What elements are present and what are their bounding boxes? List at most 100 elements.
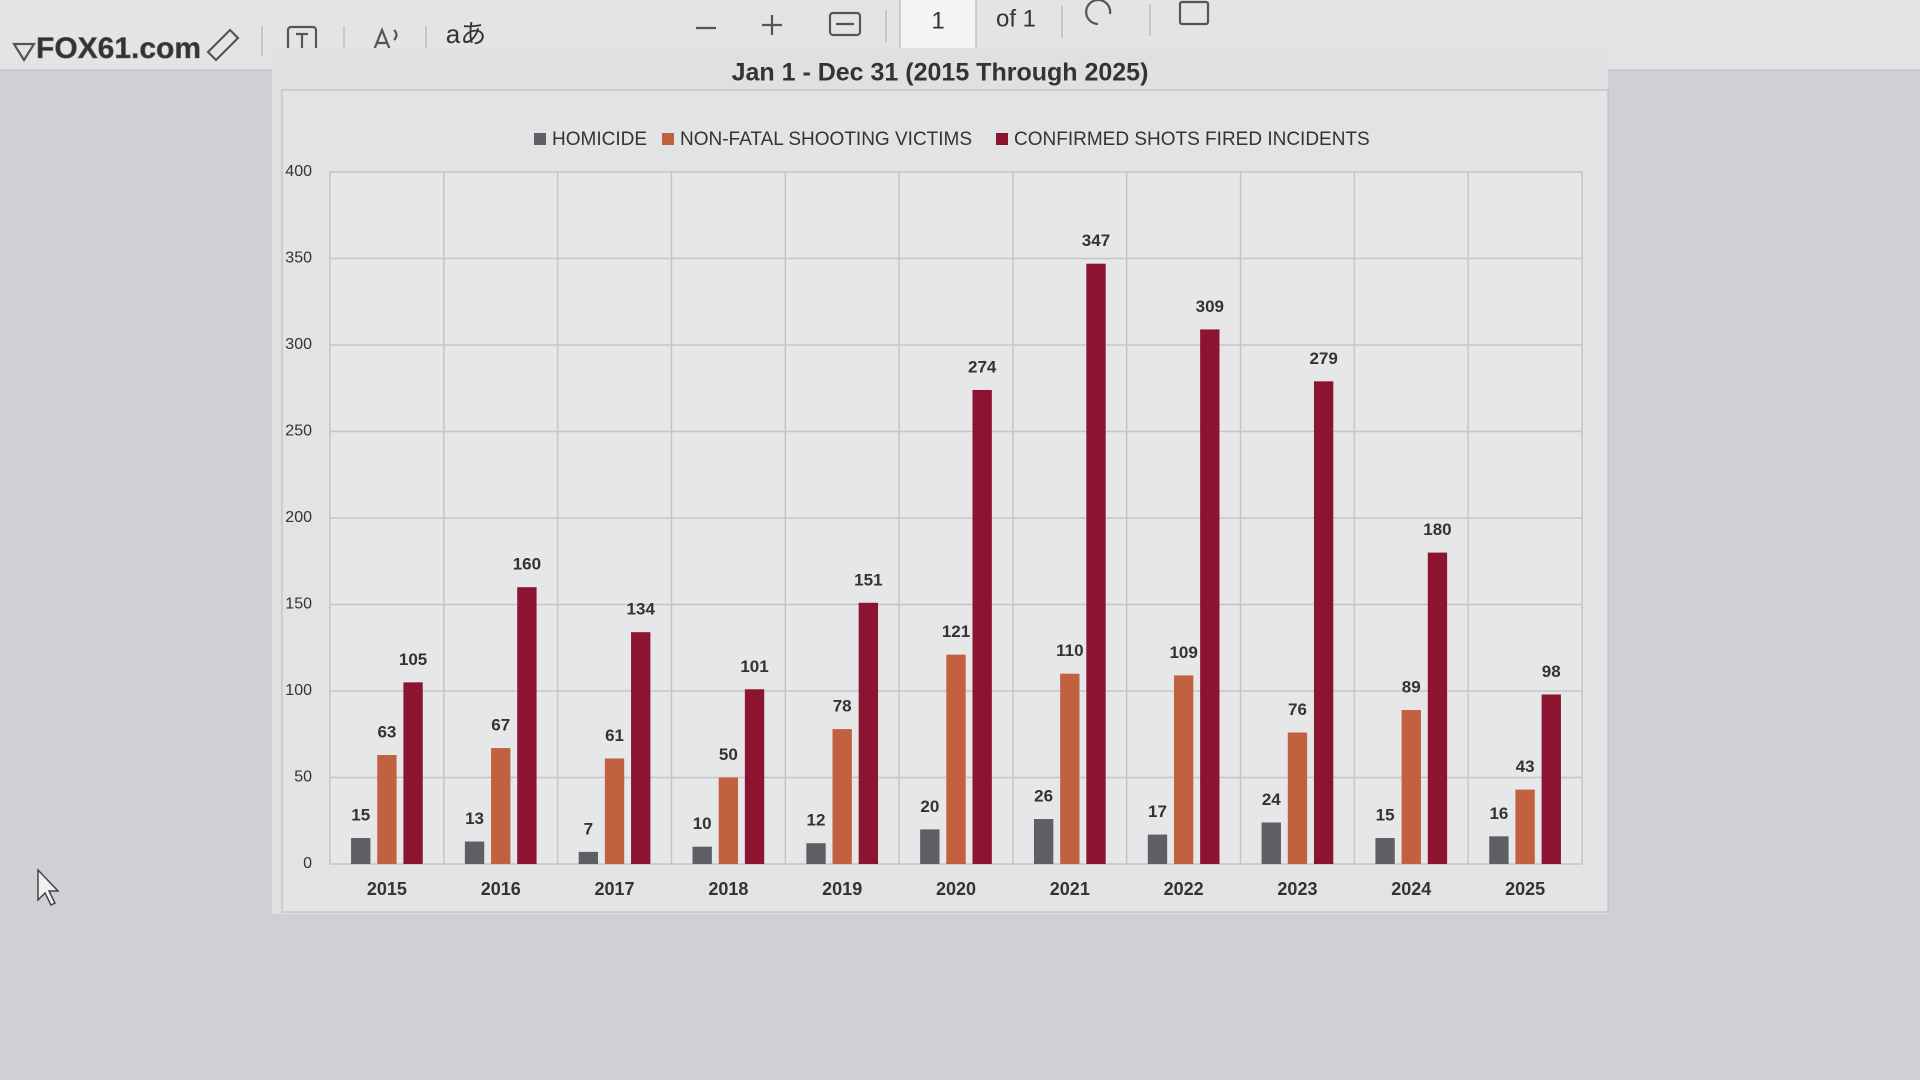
data-label: 110 bbox=[1056, 641, 1083, 660]
data-label: 89 bbox=[1402, 678, 1421, 697]
data-label: 76 bbox=[1288, 700, 1307, 719]
data-label: 26 bbox=[1034, 787, 1053, 806]
y-tick-label: 250 bbox=[285, 423, 312, 440]
page-number: 1 bbox=[931, 7, 944, 34]
y-tick-label: 400 bbox=[285, 163, 312, 180]
data-label: 105 bbox=[399, 650, 427, 669]
read-aloud-icon[interactable] bbox=[372, 27, 398, 51]
bar bbox=[578, 851, 599, 864]
data-label: 43 bbox=[1516, 757, 1535, 776]
bar bbox=[1313, 381, 1334, 864]
y-tick-label: 50 bbox=[294, 769, 312, 786]
bar bbox=[464, 841, 485, 864]
data-label: 24 bbox=[1262, 790, 1281, 809]
x-tick-label: 2020 bbox=[936, 879, 976, 899]
data-label: 67 bbox=[491, 716, 510, 735]
data-label: 15 bbox=[1376, 806, 1395, 825]
bar bbox=[1060, 673, 1080, 864]
bar bbox=[631, 632, 651, 864]
zoom-in-icon[interactable] bbox=[762, 15, 782, 35]
data-label: 274 bbox=[968, 357, 997, 376]
data-label: 13 bbox=[465, 809, 484, 828]
bar bbox=[1173, 675, 1194, 864]
bar bbox=[806, 843, 826, 864]
bar bbox=[1086, 263, 1106, 864]
legend-label: CONFIRMED SHOTS FIRED INCIDENTS bbox=[1014, 129, 1370, 150]
bar bbox=[1287, 732, 1308, 864]
data-label: 15 bbox=[351, 806, 370, 825]
x-tick-label: 2023 bbox=[1277, 879, 1317, 899]
bar bbox=[946, 654, 966, 864]
x-tick-label: 2025 bbox=[1505, 879, 1545, 899]
data-label: 279 bbox=[1309, 349, 1337, 368]
y-tick-label: 200 bbox=[285, 509, 312, 526]
data-label: 98 bbox=[1542, 662, 1561, 681]
page-total: of 1 bbox=[996, 5, 1036, 32]
x-tick-label: 2017 bbox=[595, 879, 635, 899]
bar bbox=[377, 755, 397, 864]
data-label: 151 bbox=[854, 570, 882, 589]
bar bbox=[351, 838, 371, 864]
data-label: 12 bbox=[807, 811, 826, 830]
page-view-icon[interactable] bbox=[1178, 0, 1210, 26]
bar bbox=[972, 389, 992, 864]
x-tick-label: 2015 bbox=[367, 879, 407, 899]
x-tick-label: 2018 bbox=[708, 879, 748, 899]
data-label: 17 bbox=[1148, 802, 1167, 821]
bar bbox=[491, 748, 511, 864]
legend-swatch bbox=[534, 133, 546, 145]
data-label: 20 bbox=[920, 797, 939, 816]
bar bbox=[1200, 329, 1220, 864]
watermark: FOX61.com bbox=[36, 32, 201, 65]
data-label: 180 bbox=[1423, 520, 1451, 539]
mouse-cursor bbox=[37, 868, 60, 907]
data-label: 101 bbox=[740, 657, 768, 676]
bar bbox=[1261, 822, 1281, 864]
translate-icon[interactable]: aあ bbox=[446, 19, 486, 49]
bar bbox=[1375, 838, 1395, 864]
bar bbox=[1401, 710, 1421, 864]
data-label: 160 bbox=[513, 555, 541, 574]
data-label: 309 bbox=[1196, 297, 1224, 316]
data-label: 134 bbox=[627, 600, 656, 619]
y-tick-label: 300 bbox=[285, 336, 312, 353]
bar bbox=[692, 846, 712, 864]
bar bbox=[604, 758, 625, 864]
bar bbox=[718, 777, 739, 864]
x-tick-label: 2022 bbox=[1164, 879, 1204, 899]
y-tick-label: 0 bbox=[303, 855, 312, 872]
bar bbox=[920, 829, 940, 864]
rotate-icon[interactable] bbox=[1085, 0, 1112, 26]
data-label: 10 bbox=[693, 814, 712, 833]
bar bbox=[1515, 789, 1535, 864]
bar bbox=[1147, 834, 1168, 864]
bar bbox=[858, 602, 879, 864]
data-label: 16 bbox=[1489, 804, 1508, 823]
data-label: 109 bbox=[1169, 643, 1197, 662]
bar bbox=[403, 682, 423, 864]
data-label: 7 bbox=[584, 819, 593, 838]
eraser-icon[interactable] bbox=[206, 28, 240, 62]
x-tick-label: 2021 bbox=[1050, 879, 1090, 899]
data-label: 50 bbox=[719, 745, 738, 764]
bar bbox=[1033, 819, 1054, 864]
text-tool-glyph bbox=[296, 32, 308, 49]
legend-label: HOMICIDE bbox=[552, 129, 647, 150]
y-tick-label: 150 bbox=[285, 596, 312, 613]
chart-title: Jan 1 - Dec 31 (2015 Through 2025) bbox=[732, 59, 1149, 87]
fit-width-icon[interactable] bbox=[828, 11, 862, 37]
bar bbox=[1427, 552, 1448, 864]
x-tick-label: 2016 bbox=[481, 879, 521, 899]
legend-swatch bbox=[662, 133, 674, 145]
x-tick-label: 2024 bbox=[1391, 879, 1431, 899]
data-label: 347 bbox=[1082, 231, 1110, 250]
data-label: 63 bbox=[377, 722, 396, 741]
legend-swatch bbox=[996, 133, 1008, 145]
bar bbox=[1541, 694, 1561, 864]
y-tick-label: 100 bbox=[285, 682, 312, 699]
bar bbox=[1489, 836, 1509, 864]
x-tick-label: 2019 bbox=[822, 879, 862, 899]
filter-icon[interactable] bbox=[12, 42, 36, 63]
